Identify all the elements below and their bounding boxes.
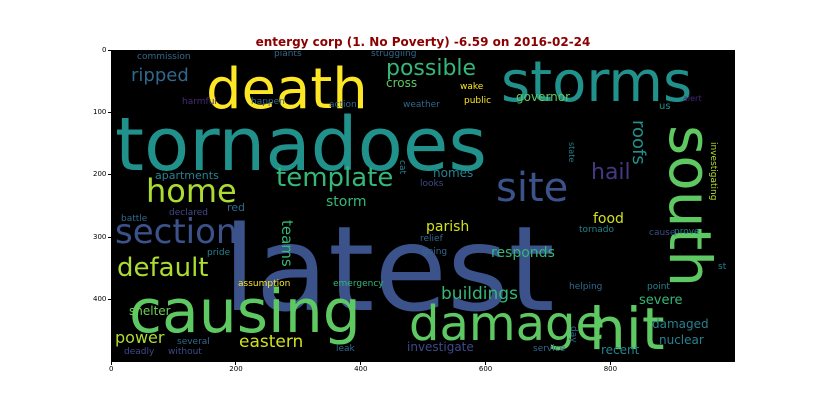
- y-tick-mark: [108, 111, 111, 113]
- word-severe: severe: [639, 293, 683, 308]
- word-investigate: investigate: [407, 340, 474, 354]
- word-food: food: [593, 211, 624, 227]
- word-tornado: tornado: [579, 225, 615, 235]
- word-happen: happen: [251, 97, 285, 107]
- word-damage: damage: [409, 296, 606, 352]
- word-responds: responds: [491, 245, 555, 261]
- word-alert: alert: [683, 94, 702, 103]
- word-latest: latest: [223, 200, 555, 338]
- word-ripped: ripped: [131, 65, 189, 86]
- word-cat: cat: [397, 160, 407, 174]
- x-tick-label: 600: [478, 365, 493, 373]
- word-recent: recent: [601, 343, 640, 357]
- word-service: service: [533, 344, 566, 354]
- y-tick-label: 0: [102, 45, 107, 54]
- word-power: power: [115, 328, 165, 347]
- word-template: template: [276, 163, 394, 193]
- word-shelter: shelter: [129, 304, 171, 318]
- word-site: site: [496, 165, 569, 211]
- word-hail: hail: [591, 160, 631, 185]
- word-going: going: [422, 247, 448, 257]
- word-point: point: [647, 282, 670, 292]
- word-possible: possible: [386, 56, 477, 81]
- word-prove: prove: [674, 227, 700, 237]
- y-tick-mark: [108, 49, 111, 51]
- word-death: death: [206, 57, 368, 122]
- word-causing: causing: [129, 277, 361, 347]
- word-deadly: deadly: [124, 347, 155, 357]
- word-declared: declared: [169, 208, 208, 218]
- word-several: several: [177, 337, 210, 347]
- y-tick-mark: [108, 174, 111, 176]
- word-pride: pride: [207, 248, 231, 258]
- word-day: day: [568, 326, 578, 343]
- word-parish: parish: [426, 219, 470, 235]
- word-home: home: [146, 172, 237, 210]
- word-homes: homes: [433, 166, 474, 180]
- chart-title: entergy corp (1. No Poverty) -6.59 on 20…: [255, 35, 591, 49]
- word-eastern: eastern: [239, 332, 304, 352]
- word-storm: storm: [326, 194, 367, 210]
- x-tick-mark: [110, 362, 112, 365]
- y-tick-mark: [108, 299, 111, 301]
- word-harmful: harmful: [182, 97, 217, 107]
- word-battle: battle: [121, 214, 148, 224]
- word-apartments: apartments: [155, 169, 219, 182]
- x-tick-label: 400: [354, 365, 368, 373]
- y-tick-label: 100: [93, 107, 107, 116]
- word-assumption: assumption: [238, 279, 291, 289]
- word-default: default: [117, 253, 209, 283]
- word-tornadoes: tornadoes: [115, 102, 487, 188]
- x-tick-mark: [235, 362, 237, 365]
- word-relief: relief: [420, 234, 443, 244]
- word-us: us: [659, 101, 671, 112]
- word-leak: leak: [336, 344, 355, 354]
- x-tick-mark: [484, 362, 486, 365]
- word-damaged: damaged: [652, 317, 709, 331]
- word-buildings: buildings: [441, 284, 518, 304]
- word-without: without: [168, 347, 202, 357]
- word-helping: helping: [569, 282, 603, 292]
- word-hit: hit: [589, 295, 665, 362]
- wordcloud-plot: latest tornadoes causing death storms south hi…: [111, 50, 735, 362]
- word-storms: storms: [501, 50, 693, 115]
- word-roofs: roofs: [628, 120, 649, 165]
- word-wake: wake: [460, 82, 484, 92]
- word-plants: plants: [274, 50, 302, 59]
- x-tick-label: 0: [109, 365, 114, 373]
- word-teams: teams: [278, 220, 296, 267]
- word-cause: cause: [649, 228, 676, 238]
- y-tick-mark: [108, 236, 111, 238]
- x-tick-mark: [609, 362, 611, 365]
- word-struggling: struggling: [371, 50, 417, 59]
- y-tick-label: 400: [93, 295, 107, 304]
- word-emergency: emergency: [333, 279, 384, 289]
- word-public: public: [464, 96, 492, 106]
- word-investigating: investigating: [708, 142, 718, 201]
- y-tick-label: 200: [93, 170, 107, 179]
- word-governor: governor: [516, 90, 571, 104]
- x-tick-mark: [360, 362, 362, 365]
- y-tick-label: 300: [93, 232, 107, 241]
- word-red: red: [227, 201, 246, 214]
- word-looks: looks: [420, 179, 444, 189]
- word-cross: cross: [386, 76, 418, 90]
- word-section: section: [115, 212, 238, 252]
- word-action: action: [329, 100, 357, 110]
- word-state: state: [567, 142, 576, 163]
- x-tick-label: 200: [229, 365, 243, 373]
- word-weather: weather: [403, 100, 440, 110]
- word-nuclear: nuclear: [659, 333, 704, 347]
- x-tick-label: 800: [603, 365, 618, 373]
- word-st: st: [718, 262, 727, 272]
- word-commission: commission: [137, 52, 191, 62]
